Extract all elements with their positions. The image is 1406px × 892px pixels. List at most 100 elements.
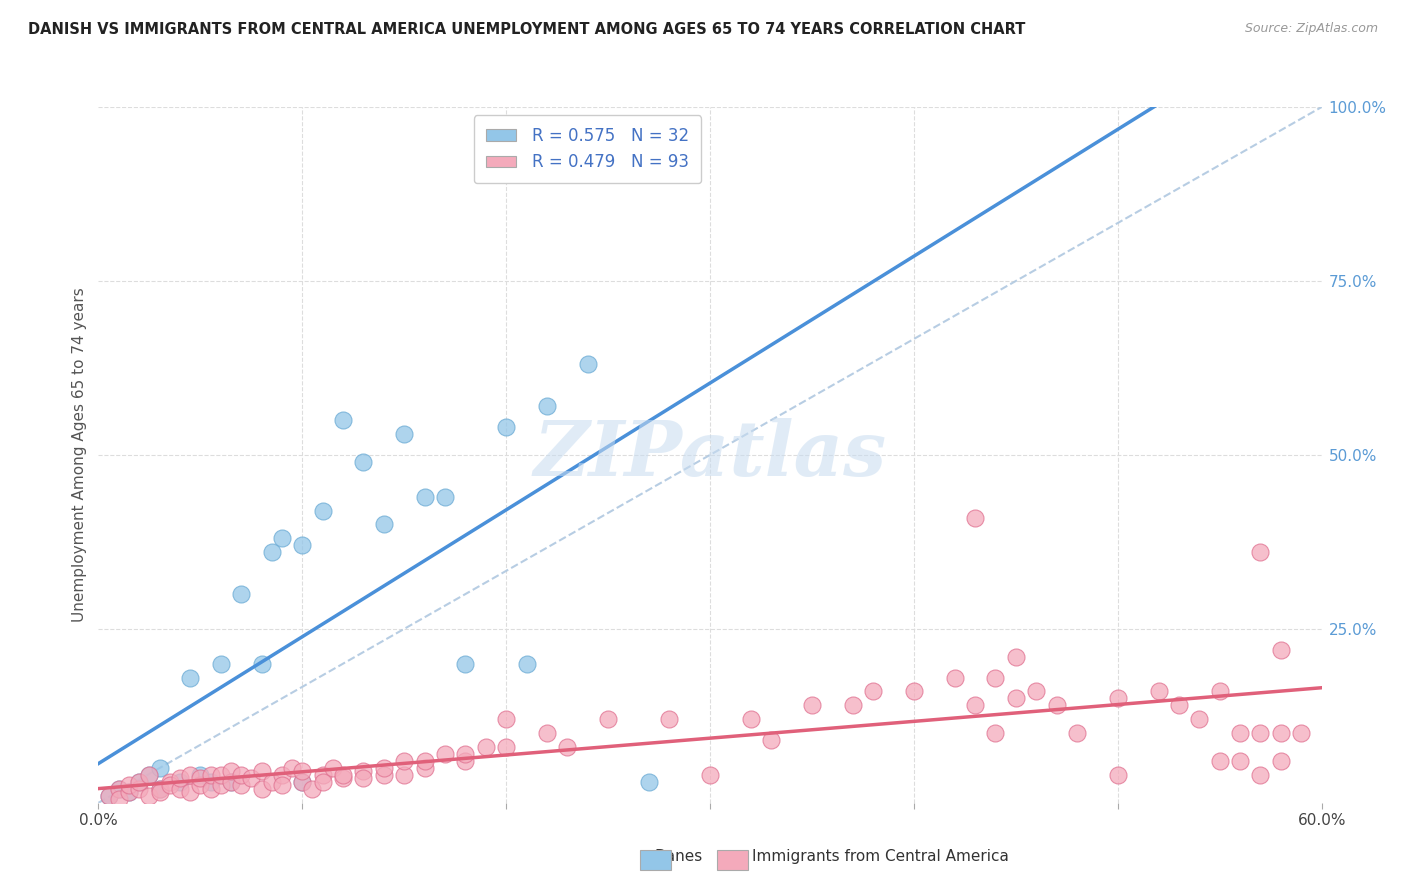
Point	[108, 781, 131, 796]
Point	[128, 775, 150, 789]
Text: Immigrants from Central America: Immigrants from Central America	[752, 849, 1010, 863]
Point	[965, 510, 987, 524]
Point	[761, 733, 783, 747]
Point	[231, 778, 253, 792]
Point	[312, 775, 335, 789]
Point	[1188, 712, 1211, 726]
Point	[434, 747, 457, 761]
Point	[984, 671, 1007, 685]
Text: Source: ZipAtlas.com: Source: ZipAtlas.com	[1244, 22, 1378, 36]
Point	[128, 775, 150, 789]
Point	[169, 772, 191, 786]
Point	[138, 768, 160, 782]
Point	[118, 785, 141, 799]
Point	[209, 768, 232, 782]
Point	[169, 781, 191, 796]
Point	[352, 455, 374, 469]
Point	[270, 778, 294, 792]
Point	[965, 698, 987, 713]
Point	[1107, 768, 1129, 782]
Point	[740, 712, 762, 726]
Text: ZIPatlas: ZIPatlas	[533, 418, 887, 491]
Point	[138, 789, 160, 803]
Text: DANISH VS IMMIGRANTS FROM CENTRAL AMERICA UNEMPLOYMENT AMONG AGES 65 TO 74 YEARS: DANISH VS IMMIGRANTS FROM CENTRAL AMERIC…	[28, 22, 1025, 37]
Point	[495, 420, 517, 434]
Point	[536, 726, 558, 740]
Point	[1229, 754, 1251, 768]
Point	[149, 781, 172, 796]
Point	[108, 781, 131, 796]
Point	[291, 775, 314, 789]
Point	[332, 768, 354, 782]
Point	[943, 671, 966, 685]
Point	[270, 768, 294, 782]
Point	[1025, 684, 1047, 698]
Point	[97, 789, 120, 803]
Point	[598, 712, 620, 726]
Point	[1270, 726, 1292, 740]
Point	[322, 761, 344, 775]
Point	[250, 657, 273, 671]
Point	[301, 781, 323, 796]
Point	[495, 712, 517, 726]
Point	[149, 781, 172, 796]
Point	[373, 768, 395, 782]
Point	[1270, 642, 1292, 657]
Point	[291, 764, 314, 779]
Point	[200, 768, 222, 782]
Point	[474, 740, 498, 755]
Point	[638, 775, 661, 789]
Point	[291, 538, 314, 552]
Point	[97, 789, 120, 803]
Point	[841, 698, 863, 713]
Point	[219, 764, 242, 779]
Point	[1167, 698, 1189, 713]
Point	[270, 532, 294, 546]
Point	[1066, 726, 1088, 740]
Point	[260, 775, 283, 789]
Point	[240, 772, 263, 786]
Point	[352, 772, 374, 786]
Point	[209, 778, 232, 792]
Point	[250, 764, 273, 779]
Point	[260, 545, 283, 559]
Point	[1045, 698, 1069, 713]
Point	[312, 768, 335, 782]
Point	[1004, 649, 1026, 664]
Point	[138, 768, 160, 782]
Point	[1291, 726, 1313, 740]
Point	[159, 775, 181, 789]
Point	[312, 503, 335, 517]
Point	[231, 768, 253, 782]
Point	[392, 768, 416, 782]
Point	[1147, 684, 1170, 698]
Point	[984, 726, 1007, 740]
Point	[149, 761, 172, 775]
Point	[495, 740, 517, 755]
Point	[250, 781, 273, 796]
Point	[413, 761, 436, 775]
Point	[291, 775, 314, 789]
Point	[332, 413, 354, 427]
Point	[352, 764, 374, 779]
Point	[231, 587, 253, 601]
Point	[536, 399, 558, 413]
Legend: R = 0.575   N = 32, R = 0.479   N = 93: R = 0.575 N = 32, R = 0.479 N = 93	[474, 115, 702, 183]
Y-axis label: Unemployment Among Ages 65 to 74 years: Unemployment Among Ages 65 to 74 years	[72, 287, 87, 623]
Point	[149, 785, 172, 799]
Point	[188, 772, 212, 786]
Point	[557, 740, 579, 755]
Point	[1249, 545, 1271, 559]
Point	[159, 778, 181, 792]
Point	[454, 657, 477, 671]
Point	[1209, 684, 1232, 698]
Point	[219, 775, 242, 789]
Point	[108, 792, 131, 806]
Point	[413, 490, 436, 504]
Point	[188, 768, 212, 782]
Text: Danes: Danes	[655, 849, 703, 863]
Point	[903, 684, 925, 698]
Point	[1004, 691, 1026, 706]
Point	[179, 768, 201, 782]
Point	[392, 754, 416, 768]
